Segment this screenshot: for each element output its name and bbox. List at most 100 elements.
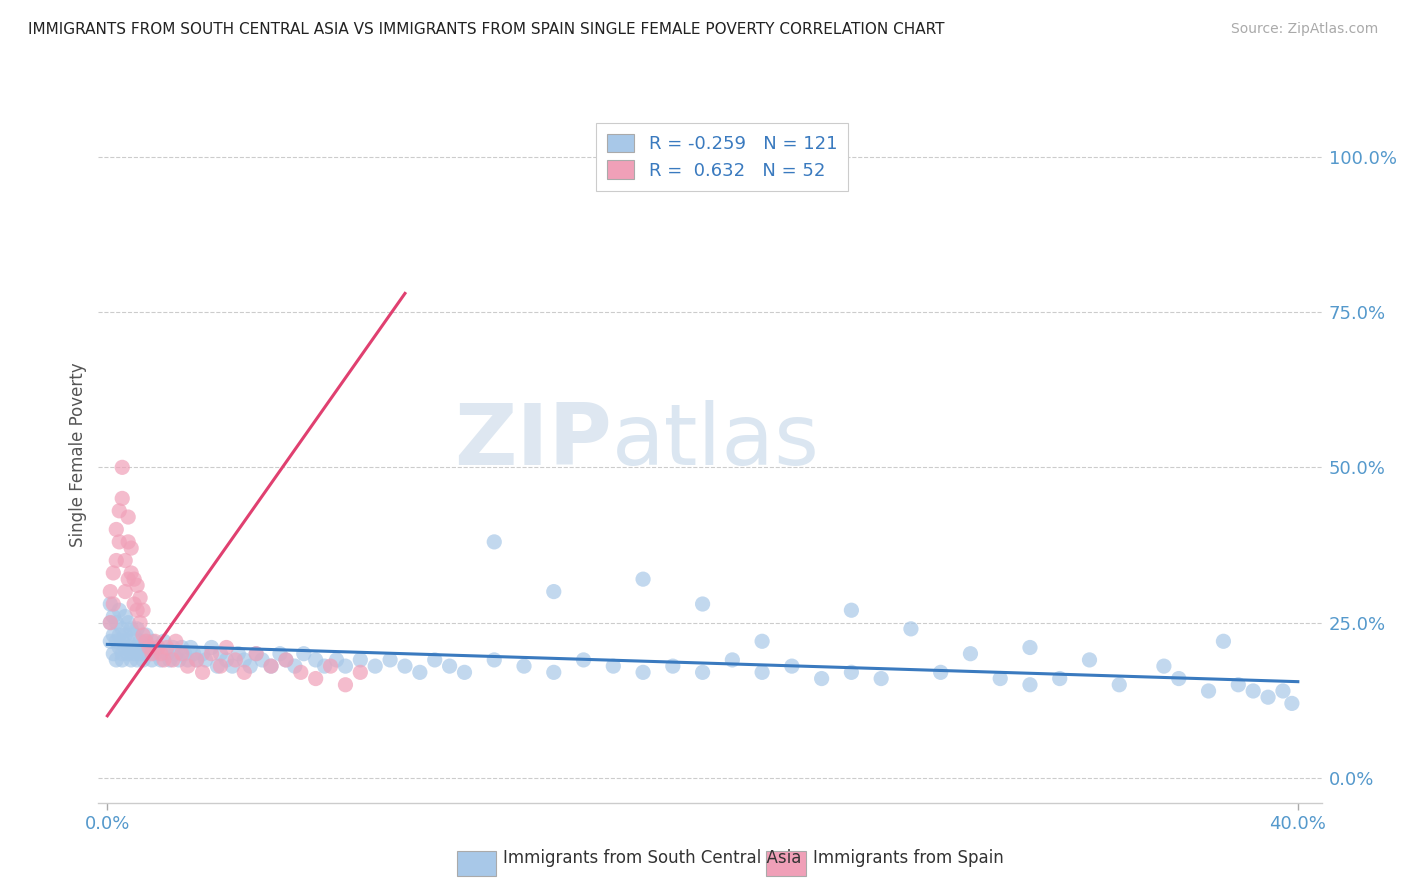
Point — [929, 665, 952, 680]
Point — [114, 584, 136, 599]
Point — [1257, 690, 1279, 705]
Point — [269, 647, 291, 661]
Y-axis label: Single Female Poverty: Single Female Poverty — [69, 363, 87, 547]
Point — [245, 647, 267, 661]
Point — [103, 628, 125, 642]
Point — [129, 615, 152, 630]
Point — [117, 534, 139, 549]
Point — [191, 647, 214, 661]
Point — [721, 653, 744, 667]
Point — [226, 647, 249, 661]
Point — [173, 647, 195, 661]
Point — [484, 653, 506, 667]
Point — [780, 659, 803, 673]
Point — [209, 647, 232, 661]
Point — [1227, 678, 1250, 692]
Point — [117, 634, 139, 648]
Point — [105, 553, 128, 567]
Point — [170, 647, 193, 661]
Point — [120, 653, 142, 667]
Point — [117, 615, 139, 630]
Point — [165, 647, 187, 661]
Point — [305, 653, 328, 667]
Point — [122, 628, 145, 642]
Text: Immigrants from South Central Asia: Immigrants from South Central Asia — [503, 849, 801, 867]
Point — [167, 653, 190, 667]
Text: IMMIGRANTS FROM SOUTH CENTRAL ASIA VS IMMIGRANTS FROM SPAIN SINGLE FEMALE POVERT: IMMIGRANTS FROM SOUTH CENTRAL ASIA VS IM… — [28, 22, 945, 37]
Point — [111, 634, 134, 648]
Point — [108, 603, 131, 617]
Point — [98, 615, 121, 630]
Text: ZIP: ZIP — [454, 400, 612, 483]
Point — [200, 647, 222, 661]
Point — [156, 647, 179, 661]
Point — [141, 634, 163, 648]
Point — [314, 659, 336, 673]
Point — [129, 591, 152, 605]
Point — [1078, 653, 1101, 667]
Point — [186, 653, 208, 667]
Point — [103, 597, 125, 611]
Point — [543, 584, 565, 599]
Point — [138, 640, 160, 655]
Point — [127, 653, 149, 667]
Point — [305, 672, 328, 686]
Point — [98, 634, 121, 648]
Point — [186, 653, 208, 667]
Point — [1153, 659, 1175, 673]
Point — [177, 659, 200, 673]
Point — [135, 647, 157, 661]
Point — [631, 665, 654, 680]
Point — [153, 653, 176, 667]
Point — [233, 653, 256, 667]
Point — [120, 640, 142, 655]
Point — [105, 523, 128, 537]
Point — [1271, 684, 1294, 698]
Point — [111, 460, 134, 475]
Text: Immigrants from Spain: Immigrants from Spain — [813, 849, 1004, 867]
Point — [117, 572, 139, 586]
Point — [162, 653, 184, 667]
Point — [159, 653, 181, 667]
Point — [177, 653, 200, 667]
Point — [149, 653, 172, 667]
Point — [129, 634, 152, 648]
Point — [513, 659, 536, 673]
Point — [900, 622, 922, 636]
Point — [111, 491, 134, 506]
Point — [135, 634, 157, 648]
Point — [207, 659, 229, 673]
Point — [692, 597, 714, 611]
Point — [959, 647, 981, 661]
Point — [149, 647, 172, 661]
Point — [108, 628, 131, 642]
Point — [127, 640, 149, 655]
Point — [292, 647, 315, 661]
Point — [183, 647, 205, 661]
Text: Source: ZipAtlas.com: Source: ZipAtlas.com — [1230, 22, 1378, 37]
Point — [810, 672, 832, 686]
Point — [1281, 697, 1303, 711]
Point — [132, 653, 155, 667]
Point — [122, 647, 145, 661]
Point — [127, 603, 149, 617]
Point — [114, 609, 136, 624]
Point — [239, 659, 262, 673]
Point — [117, 510, 139, 524]
Point — [364, 659, 387, 673]
Point — [988, 672, 1011, 686]
Point — [423, 653, 446, 667]
Point — [572, 653, 595, 667]
Point — [103, 566, 125, 580]
Point — [105, 615, 128, 630]
Point — [114, 628, 136, 642]
Point — [114, 553, 136, 567]
Point — [602, 659, 624, 673]
Point — [751, 665, 773, 680]
Point — [122, 572, 145, 586]
Point — [1019, 640, 1042, 655]
Point — [132, 603, 155, 617]
Point — [111, 622, 134, 636]
Point — [103, 647, 125, 661]
Point — [114, 640, 136, 655]
